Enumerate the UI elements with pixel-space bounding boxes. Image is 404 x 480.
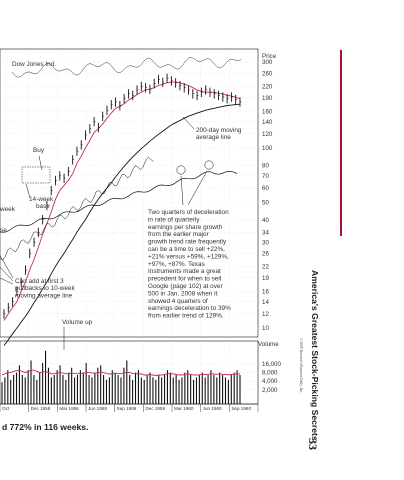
side-header: America's Greatest Stock-Picking Secrets… (306, 270, 322, 450)
annotation-deceleration: Two quarters of deceleration in rate of q… (148, 209, 231, 320)
pullback-line-2 (0, 266, 14, 282)
base-arrow (25, 183, 31, 199)
price-axis-title: Price (262, 53, 277, 60)
price-tick-label: 80 (262, 163, 269, 170)
page-number: 33 (306, 438, 320, 450)
annotation-volume-up: Volume up (62, 319, 93, 326)
volume-tick-label: 16,000 (262, 361, 281, 368)
date-tick-label: Mar 1958 (59, 406, 79, 411)
price-tick-label: 12 (262, 311, 269, 318)
ma200-arrow (182, 116, 195, 130)
ma200-path (3, 103, 241, 346)
price-tick-label: 19 (262, 275, 269, 282)
accent-bar (340, 50, 342, 236)
volume-axis-title: Volume (258, 341, 279, 348)
volume-average-line (1, 369, 241, 376)
buy-arrow (38, 155, 43, 171)
price-bars (3, 73, 242, 319)
price-tick-label: 300 (262, 59, 273, 66)
volume-average-path (1, 369, 241, 376)
date-axis: Oct Dec 1958 Mar 1958 Jun 1958 Sep 1959 Dec 1… (0, 403, 259, 412)
price-tick-label: 100 (262, 145, 273, 152)
annotation-buy: Buy (33, 147, 45, 154)
date-tick-label: Mar 1960 (174, 406, 194, 411)
base-box (21, 166, 51, 184)
price-tick-label: 220 (262, 83, 273, 90)
ma10-path (3, 81, 241, 321)
rs-path (0, 170, 238, 233)
price-tick-label: 30 (262, 239, 269, 246)
price-grid (0, 49, 258, 337)
price-tick-label: 70 (262, 173, 269, 180)
dow-line (11, 57, 242, 78)
relative-strength-line (0, 156, 238, 261)
price-tick-label: 60 (262, 185, 269, 192)
volume-bars (1, 350, 241, 404)
price-tick-label: 14 (262, 299, 269, 306)
lower-line (0, 156, 154, 261)
benchmark-line (11, 57, 242, 78)
price-tick-label: 22 (262, 264, 269, 271)
date-tick-label: Jun 1960 (203, 406, 222, 411)
price-tick-label: 140 (262, 119, 273, 126)
date-tick-label: Dec 1959 (145, 406, 165, 411)
annotation-se: se (0, 227, 7, 234)
date-tick-label: Jun 1958 (88, 406, 107, 411)
figure-caption: d 772% in 116 weeks. (2, 422, 89, 432)
decel-arrow-1 (180, 175, 184, 206)
pullback-line-3 (0, 277, 14, 285)
price-tick-label: 10 (262, 325, 269, 332)
price-tick-label: 120 (262, 131, 273, 138)
volume-tick-label: 4,000 (262, 378, 278, 385)
chart-title: Dow Jones Ind. (12, 61, 56, 68)
ma10-line (3, 81, 241, 321)
price-tick-label: 190 (262, 95, 273, 102)
price-tick-label: 260 (262, 70, 273, 77)
date-tick-label: Dec 1958 (31, 406, 51, 411)
annotation-week: week (0, 206, 16, 213)
annotations: Buy 14-week base week se 200-day moving a… (0, 116, 242, 350)
copyright-notice: © 2009 Investor's Business Daily, Inc. (299, 338, 303, 394)
running-title: America's Greatest Stock-Picking Secrets (310, 270, 320, 441)
price-tick-label: 16 (262, 288, 269, 295)
volume-tick-label: 2,000 (262, 387, 278, 394)
annotation-ma200: 200-day moving average line (196, 127, 242, 141)
date-tick-label: Sep 1959 (117, 406, 137, 411)
price-tick-label: 160 (262, 108, 273, 115)
price-axis: 300 260 220 190 160 140 120 100 80 70 60 50 40 34 30 26… (262, 59, 273, 332)
date-tick-label: Oct (2, 406, 10, 411)
pullback-line-1 (0, 254, 14, 279)
price-panel (0, 48, 259, 338)
price-tick-label: 34 (262, 229, 269, 236)
annotation-pullbacks: Can add at first 3 pullbacks to 10-week mo… (15, 278, 75, 299)
decel-arrow-2 (187, 170, 208, 206)
date-tick-label: Sep 1960 (231, 406, 251, 411)
annotation-base: 14-week base (29, 196, 55, 210)
price-tick-label: 26 (262, 250, 269, 257)
decel-circle-2 (204, 160, 214, 170)
price-tick-label: 40 (262, 217, 269, 224)
volume-tick-label: 8,000 (262, 370, 278, 377)
price-tick-label: 50 (262, 199, 269, 206)
ma200-line (3, 103, 241, 346)
decel-circle-1 (176, 165, 186, 175)
